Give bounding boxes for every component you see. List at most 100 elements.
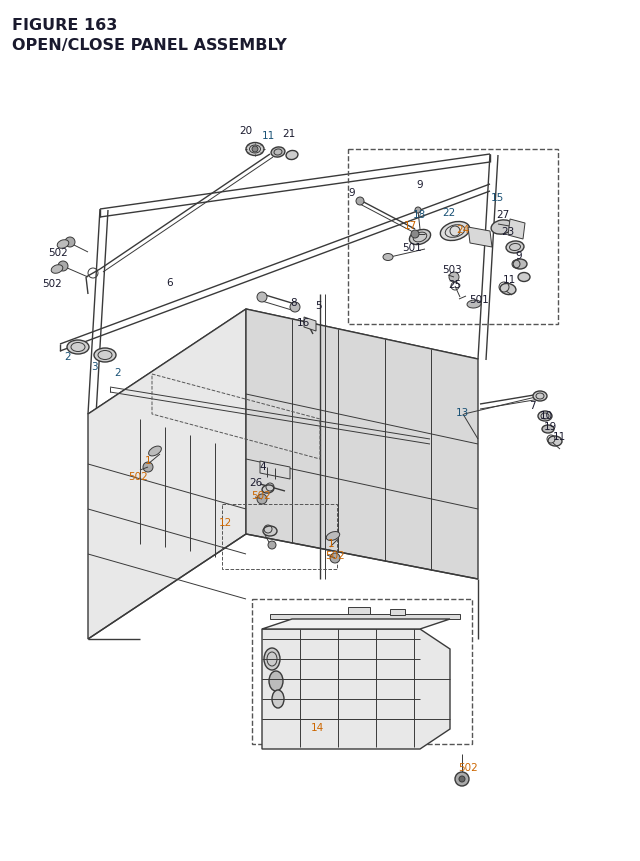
Text: 11: 11 [261,131,275,141]
Circle shape [290,303,300,313]
Polygon shape [270,614,460,619]
Polygon shape [88,310,246,639]
Text: 501: 501 [469,294,489,305]
Ellipse shape [440,222,470,241]
Ellipse shape [518,273,530,282]
Ellipse shape [513,260,527,269]
Ellipse shape [542,425,554,433]
Text: 502: 502 [458,762,478,772]
Ellipse shape [326,532,340,541]
Circle shape [330,554,340,563]
Circle shape [143,462,153,473]
Text: 2: 2 [65,351,71,362]
Text: 502: 502 [251,491,271,500]
Ellipse shape [246,143,264,157]
Polygon shape [262,629,450,749]
Ellipse shape [548,437,562,447]
Polygon shape [246,310,478,579]
Polygon shape [260,461,290,480]
Polygon shape [390,610,405,616]
Text: 2: 2 [115,368,122,378]
Text: 7: 7 [529,400,535,411]
Text: 5: 5 [316,300,323,311]
Ellipse shape [148,447,161,456]
Text: 23: 23 [501,226,515,237]
Ellipse shape [271,148,285,158]
Text: 14: 14 [310,722,324,732]
Text: 8: 8 [291,298,298,307]
Ellipse shape [467,300,481,309]
Ellipse shape [383,254,393,261]
Text: 13: 13 [456,407,468,418]
Circle shape [65,238,75,248]
Circle shape [58,262,68,272]
Circle shape [257,293,267,303]
Circle shape [257,494,267,505]
Text: 17: 17 [403,220,417,231]
Text: 6: 6 [166,278,173,288]
Text: 11: 11 [552,431,566,442]
Polygon shape [262,619,450,629]
Text: FIGURE 163: FIGURE 163 [12,18,117,33]
Ellipse shape [94,349,116,362]
Text: 26: 26 [250,478,262,487]
Polygon shape [304,318,316,331]
Text: 19: 19 [543,422,557,431]
Text: 15: 15 [490,193,504,202]
Circle shape [415,208,421,214]
Text: 1: 1 [145,455,151,466]
Text: 501: 501 [402,243,422,253]
Ellipse shape [272,691,284,709]
Ellipse shape [51,265,63,274]
Circle shape [455,772,469,786]
Text: 20: 20 [239,126,253,136]
Ellipse shape [67,341,89,355]
Text: 24: 24 [456,225,470,235]
Text: 9: 9 [349,188,355,198]
Circle shape [356,198,364,206]
Polygon shape [468,228,492,248]
Text: 12: 12 [218,517,232,528]
Circle shape [459,776,465,782]
Text: 502: 502 [42,279,62,288]
Text: 16: 16 [296,318,310,328]
Text: 27: 27 [497,210,509,220]
Ellipse shape [57,240,69,249]
Circle shape [411,231,419,238]
Ellipse shape [538,412,552,422]
Bar [252,599,472,744]
Ellipse shape [286,152,298,160]
Polygon shape [348,607,370,614]
Polygon shape [508,220,525,239]
Text: 22: 22 [442,208,456,218]
Text: 21: 21 [282,129,296,139]
Text: 502: 502 [128,472,148,481]
Ellipse shape [506,242,524,254]
Text: 9: 9 [516,251,522,261]
Text: 10: 10 [540,411,552,420]
Bar [222,505,337,569]
Circle shape [449,273,459,282]
Bar [348,150,558,325]
Ellipse shape [533,392,547,401]
Circle shape [268,542,276,549]
Text: 1: 1 [328,538,334,548]
Text: 25: 25 [449,280,461,289]
Text: 4: 4 [260,461,266,472]
Text: 502: 502 [325,550,345,561]
Ellipse shape [410,230,431,245]
Text: 502: 502 [48,248,68,257]
Ellipse shape [500,284,516,295]
Text: 3: 3 [91,362,97,372]
Ellipse shape [491,220,513,235]
Ellipse shape [263,526,277,536]
Text: 503: 503 [442,264,462,275]
Polygon shape [88,310,478,464]
Ellipse shape [269,672,283,691]
Circle shape [252,147,258,152]
Text: 11: 11 [502,275,516,285]
Text: 18: 18 [412,210,426,220]
Text: 9: 9 [417,180,423,189]
Ellipse shape [264,648,280,670]
Ellipse shape [262,486,274,493]
